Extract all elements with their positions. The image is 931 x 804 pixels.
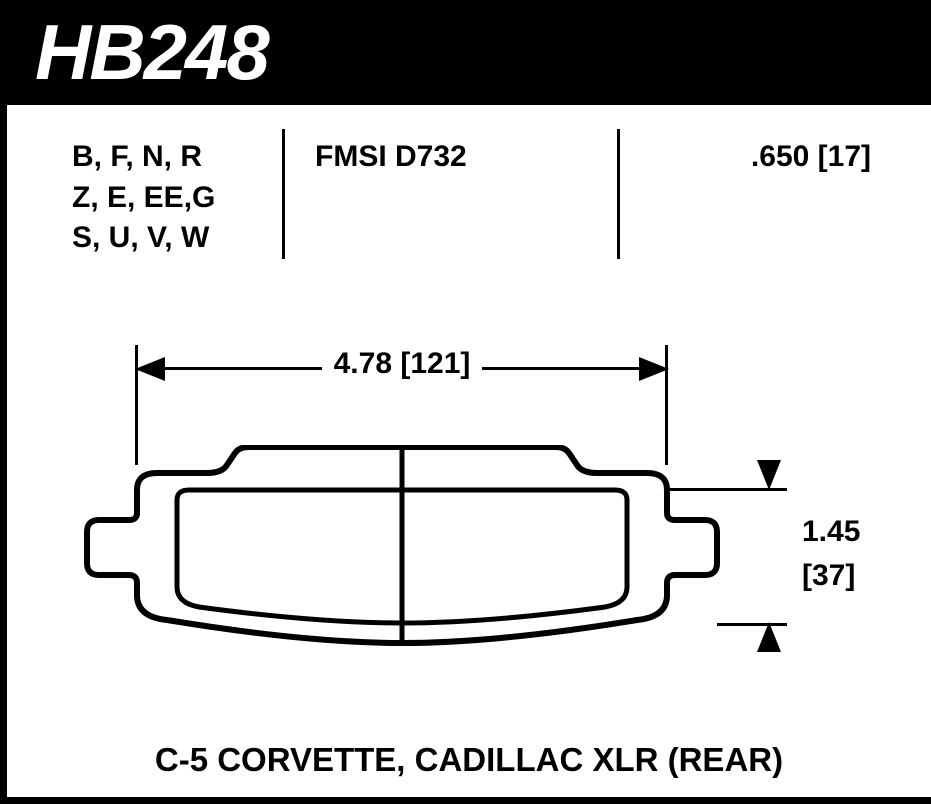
height-dimension: 1.45 [37] <box>727 465 907 635</box>
thickness-value: .650 [17] <box>650 137 871 178</box>
width-inches: 4.78 <box>334 347 392 380</box>
thickness-column: .650 [17] <box>617 129 931 259</box>
compounds-line2: Z, E, EE,G <box>72 178 252 219</box>
brake-pad-drawing <box>77 445 727 655</box>
arrow-up-icon <box>757 622 781 652</box>
compounds-line3: S, U, V, W <box>72 218 252 259</box>
fmsi-value: FMSI D732 <box>315 137 587 178</box>
width-label: 4.78 [121] <box>137 347 667 381</box>
fmsi-column: FMSI D732 <box>282 129 617 259</box>
main-frame: B, F, N, R Z, E, EE,G S, U, V, W FMSI D7… <box>0 105 931 804</box>
compounds-line1: B, F, N, R <box>72 137 252 178</box>
part-number: HB248 <box>35 7 268 98</box>
compounds-column: B, F, N, R Z, E, EE,G S, U, V, W <box>7 129 282 259</box>
arrow-right-icon <box>639 357 669 381</box>
arrow-down-icon <box>757 460 781 490</box>
width-line-right <box>482 367 642 370</box>
application-label: C-5 CORVETTE, CADILLAC XLR (REAR) <box>7 741 931 779</box>
height-mm: [37] <box>802 557 855 595</box>
width-dimension: 4.78 [121] <box>137 355 667 395</box>
width-mm: [121] <box>400 347 470 380</box>
height-in: 1.45 <box>802 513 860 551</box>
header-bar: HB248 <box>0 0 931 105</box>
info-row: B, F, N, R Z, E, EE,G S, U, V, W FMSI D7… <box>7 129 931 259</box>
diagram-area: 4.78 [121] 1.45 [37] <box>7 305 931 735</box>
